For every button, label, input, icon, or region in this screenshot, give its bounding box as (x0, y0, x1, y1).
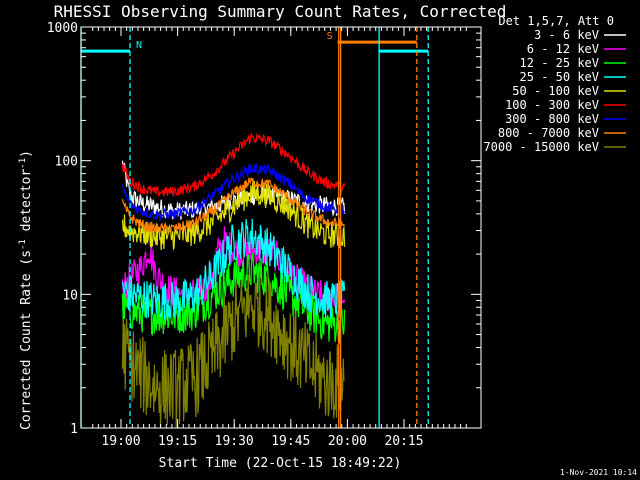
series-line-6 (121, 132, 346, 197)
plot-area: N S 1 10 100 1000 19:00 19:15 19:30 19:45 20:00 20:… (47, 21, 482, 449)
y-tick-label: 1000 (47, 21, 78, 36)
x-tick-label: 19:30 (215, 434, 254, 449)
legend-label: 800 - 7000 keV (498, 126, 599, 140)
timestamp-footer: 1-Nov-2021 10:14 (560, 468, 637, 477)
legend-label: 3 - 6 keV (534, 28, 599, 42)
x-tick-label: 20:15 (384, 434, 423, 449)
legend-label: 50 - 100 keV (512, 84, 599, 98)
y-axis-label: Corrected Count Rate (s-1 detector-1) (18, 150, 34, 430)
y-axis-label-end: ) (19, 150, 34, 158)
series-line-5 (121, 180, 346, 251)
series-line-3 (121, 253, 346, 344)
legend-header: Det 1,5,7, Att 0 (498, 14, 614, 28)
y-tick-label: 100 (55, 155, 78, 170)
series-group (121, 132, 346, 428)
y-axis-label-sup2: -1 (18, 158, 28, 169)
x-tick-label: 19:15 (158, 434, 197, 449)
legend-label: 100 - 300 keV (505, 98, 599, 112)
legend-label: 300 - 800 keV (505, 112, 599, 126)
x-axis-label: Start Time (22-Oct-15 18:49:22) (159, 456, 402, 471)
series-line-4 (121, 218, 346, 321)
chart-title: RHESSI Observing Summary Count Rates, Co… (54, 2, 507, 21)
y-axis-label-main: Corrected Count Rate (s (19, 250, 34, 430)
series-line-8 (121, 177, 346, 234)
y-tick-label: 1 (70, 422, 78, 437)
night-bar-label: N (136, 40, 142, 51)
y-tick-label: 10 (62, 288, 78, 303)
legend-label: 7000 - 15000 keV (483, 140, 599, 154)
y-axis-label-sup1: -1 (18, 239, 28, 250)
x-tick-label: 19:45 (271, 434, 310, 449)
y-axis-label-mid: detector (19, 169, 34, 240)
series-line-7 (121, 163, 346, 223)
saa-bar-label: S (327, 31, 333, 42)
x-tick-label: 19:00 (101, 434, 140, 449)
series-line-9 (121, 270, 345, 428)
plot-frame (80, 26, 482, 429)
x-tick-label: 20:00 (328, 434, 367, 449)
legend-label: 12 - 25 keV (520, 56, 599, 70)
legend-label: 6 - 12 keV (527, 42, 599, 56)
legend-label: 25 - 50 keV (520, 70, 599, 84)
